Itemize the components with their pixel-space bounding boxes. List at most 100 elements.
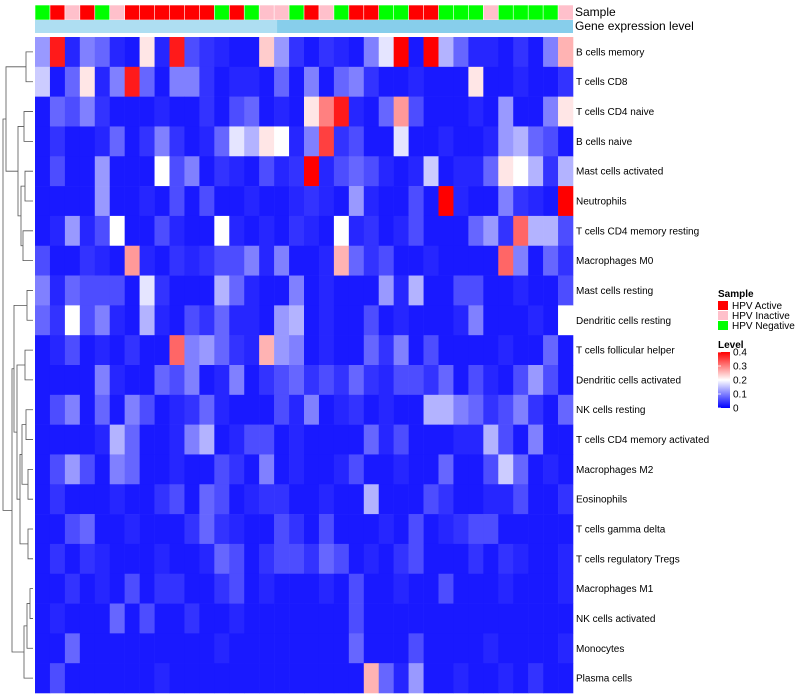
heatmap-cell — [244, 543, 260, 575]
sample-annotation-cell — [79, 4, 96, 21]
heatmap-cell — [408, 275, 424, 306]
heatmap-cell — [124, 484, 140, 515]
heatmap-cell — [274, 514, 290, 545]
heatmap-cell — [139, 603, 155, 634]
heatmap-cell — [169, 275, 185, 306]
heatmap-cell — [64, 305, 81, 336]
heatmap-cell — [498, 365, 514, 396]
heatmap-cell — [543, 335, 559, 366]
sample-annotation-cell — [258, 4, 275, 21]
heatmap-cell — [438, 66, 454, 97]
heatmap-cell — [259, 514, 275, 545]
heatmap-cell — [543, 126, 559, 157]
heatmap-cell — [79, 37, 96, 68]
heatmap-cell — [558, 663, 574, 694]
heatmap-cell — [169, 484, 185, 515]
heatmap-cell — [468, 514, 484, 545]
heatmap-cell — [154, 365, 170, 396]
heatmap-cell — [229, 37, 245, 68]
heatmap-cell — [318, 454, 335, 485]
heatmap-cell — [139, 394, 155, 425]
heatmap-cell — [229, 186, 245, 217]
heatmap-cell — [259, 543, 275, 575]
heatmap-cell — [408, 245, 424, 276]
heatmap-cell — [35, 514, 51, 545]
heatmap-cell — [498, 215, 514, 247]
heatmap-cell — [408, 424, 424, 455]
heatmap-cell — [274, 335, 290, 366]
heatmap-cell — [304, 156, 320, 187]
heatmap-cell — [109, 275, 125, 306]
heatmap-cell — [154, 514, 170, 545]
row-label: T cells CD4 naive — [576, 107, 655, 118]
heatmap-cell — [169, 633, 185, 664]
heatmap-cell — [259, 573, 275, 604]
heatmap-cell — [169, 543, 185, 575]
heatmap-cell — [558, 365, 574, 396]
heatmap-cell — [348, 156, 365, 187]
heatmap-cell — [304, 215, 320, 247]
heatmap-cell — [124, 96, 140, 127]
heatmap-cell — [333, 186, 350, 217]
heatmap-cell — [558, 424, 574, 455]
heatmap-cell — [483, 335, 499, 366]
heatmap-cell — [49, 514, 66, 545]
heatmap-cell — [124, 66, 140, 97]
row-dendrogram — [2, 51, 33, 679]
heatmap-cell — [184, 365, 200, 396]
heatmap-cell — [184, 305, 200, 336]
heatmap-cell — [408, 96, 424, 127]
heatmap-cell — [274, 126, 290, 157]
heatmap-cell — [393, 543, 409, 575]
heatmap-cell — [363, 365, 380, 396]
heatmap-cell — [333, 335, 350, 366]
heatmap-cell — [184, 215, 200, 247]
heatmap-cell — [513, 603, 529, 634]
heatmap-cell — [528, 633, 544, 664]
heatmap-cell — [244, 335, 260, 366]
dendrogram-branch — [2, 118, 12, 511]
heatmap-cell — [453, 215, 469, 247]
heatmap-cell — [94, 215, 111, 247]
heatmap-cell — [378, 305, 394, 336]
heatmap-cell — [348, 335, 365, 366]
heatmap-cell — [348, 365, 365, 396]
row-label: T cells gamma delta — [576, 525, 666, 536]
heatmap-cell — [393, 335, 409, 366]
heatmap-cell — [229, 126, 245, 157]
heatmap-cell — [169, 663, 185, 694]
heatmap-cell — [289, 66, 305, 97]
heatmap-cell — [124, 245, 140, 276]
heatmap-cell — [49, 543, 66, 575]
heatmap-cell — [274, 484, 290, 515]
heatmap-cell — [289, 37, 305, 68]
heatmap-cell — [378, 514, 394, 545]
heatmap-cell — [259, 484, 275, 515]
heatmap-cell — [468, 275, 484, 306]
heatmap-cell — [169, 514, 185, 545]
heatmap-cell — [438, 633, 454, 664]
heatmap-cell — [543, 394, 559, 425]
heatmap-cell — [124, 37, 140, 68]
heatmap-cell — [139, 424, 155, 455]
heatmap-cell — [468, 484, 484, 515]
heatmap-cell — [79, 305, 96, 336]
heatmap-cell — [49, 424, 66, 455]
heatmap-cell — [408, 484, 424, 515]
heatmap-cell — [558, 245, 574, 276]
heatmap-cell — [139, 37, 155, 68]
heatmap-cell — [408, 514, 424, 545]
heatmap-cell — [318, 424, 335, 455]
heatmap-cell — [139, 215, 155, 247]
heatmap-cell — [64, 603, 81, 634]
heatmap-cell — [318, 603, 335, 634]
sample-annotation-cell — [438, 4, 455, 21]
heatmap-cell — [259, 305, 275, 336]
sample-annotation-cell — [184, 4, 200, 21]
heatmap-cell — [289, 603, 305, 634]
heatmap-cell — [229, 365, 245, 396]
heatmap-cell — [483, 245, 499, 276]
heatmap-cell — [528, 394, 544, 425]
heatmap-cell — [154, 573, 170, 604]
heatmap-cell — [154, 424, 170, 455]
